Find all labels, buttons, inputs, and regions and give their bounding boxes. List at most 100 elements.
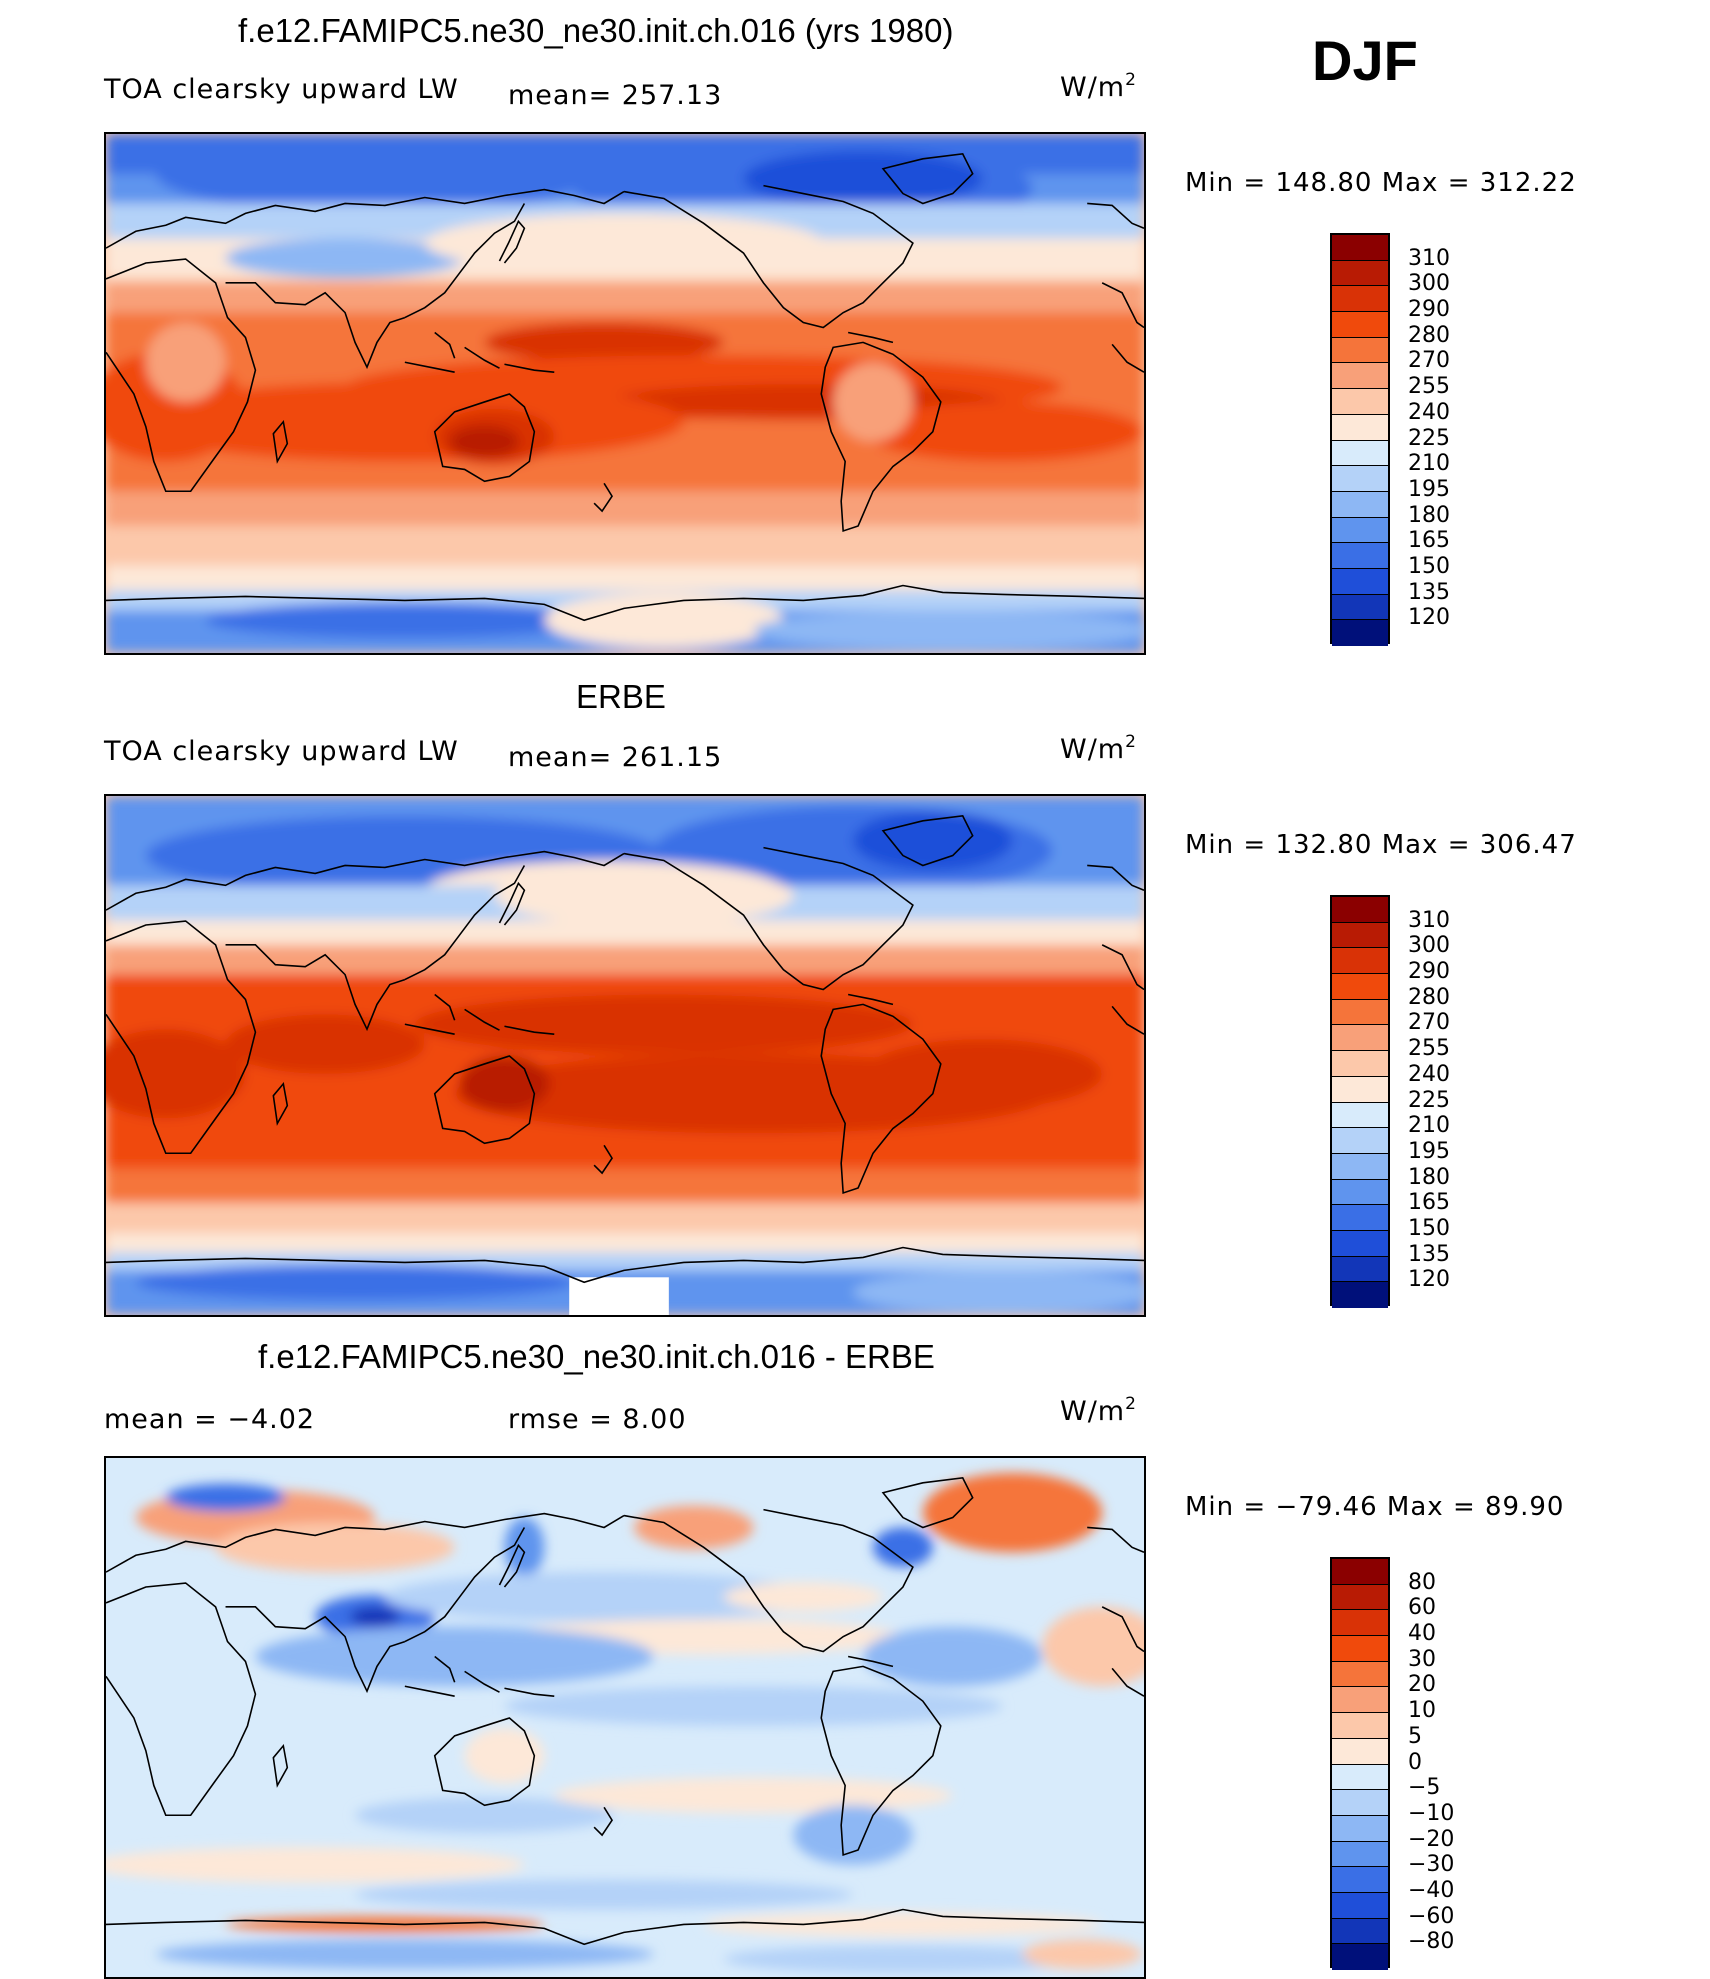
colorbar-swatch	[1332, 1867, 1388, 1893]
colorbar-swatch	[1332, 312, 1388, 338]
colorbar-tick-label: 120	[1408, 605, 1450, 631]
colorbar-swatch	[1332, 594, 1388, 621]
colorbar-tick-label: 20	[1408, 1672, 1436, 1698]
colorbar-swatch	[1332, 620, 1388, 646]
colorbar-swatch	[1332, 1815, 1388, 1842]
colorbar-swatch	[1332, 286, 1388, 313]
panel1-contour-field	[106, 134, 1144, 653]
colorbar-swatch	[1332, 466, 1388, 492]
colorbar-swatch	[1332, 1918, 1388, 1945]
colorbar-tick-label: 120	[1408, 1267, 1450, 1293]
colorbar-swatch	[1332, 389, 1388, 415]
colorbar-swatch	[1332, 1610, 1388, 1637]
panel1-mean: mean= 257.13	[508, 80, 723, 111]
colorbar-tick-label: 225	[1408, 425, 1450, 451]
panel3-map	[104, 1456, 1146, 1979]
colorbar-swatch	[1332, 414, 1388, 441]
colorbar-tick-label: 240	[1408, 1061, 1450, 1087]
colorbar-swatch	[1332, 1713, 1388, 1739]
colorbar-tick-label: −10	[1408, 1800, 1455, 1826]
colorbar-tick-label: 195	[1408, 1138, 1450, 1164]
colorbar-swatch	[1332, 1687, 1388, 1714]
colorbar-swatch	[1332, 974, 1388, 1000]
panel2-variable-label: TOA clearsky upward LW	[104, 736, 459, 767]
colorbar-tick-label: 165	[1408, 1190, 1450, 1216]
colorbar-swatch	[1332, 543, 1388, 569]
colorbar-tick-label: 180	[1408, 502, 1450, 528]
colorbar-swatch	[1332, 922, 1388, 949]
panel3-title: f.e12.FAMIPC5.ne30_ne30.init.ch.016 - ER…	[258, 1338, 935, 1375]
colorbar-swatch	[1332, 517, 1388, 544]
colorbar-swatch	[1332, 1944, 1388, 1970]
colorbar-swatch	[1332, 235, 1388, 261]
colorbar-tick-label: 310	[1408, 907, 1450, 933]
panel3-colorbar	[1330, 1557, 1390, 1970]
colorbar-swatch	[1332, 260, 1388, 287]
colorbar-tick-label: 210	[1408, 451, 1450, 477]
colorbar-swatch	[1332, 1584, 1388, 1611]
colorbar-tick-label: 270	[1408, 1010, 1450, 1036]
colorbar-tick-label: 255	[1408, 374, 1450, 400]
colorbar-swatch	[1332, 363, 1388, 390]
panel1-title: f.e12.FAMIPC5.ne30_ne30.init.ch.016 (yrs…	[238, 12, 954, 49]
colorbar-swatch	[1332, 1841, 1388, 1868]
colorbar-tick-label: −20	[1408, 1826, 1455, 1852]
panel1-map	[104, 132, 1146, 655]
colorbar-tick-label: 60	[1408, 1595, 1436, 1621]
season-label: DJF	[1312, 29, 1418, 92]
colorbar-swatch	[1332, 1076, 1388, 1103]
colorbar-swatch	[1332, 1153, 1388, 1180]
panel1-colorbar	[1330, 233, 1390, 646]
colorbar-tick-label: −80	[1408, 1929, 1455, 1955]
panel1-variable-label: TOA clearsky upward LW	[104, 74, 459, 105]
colorbar-tick-label: 280	[1408, 984, 1450, 1010]
colorbar-tick-label: 270	[1408, 348, 1450, 374]
panel3-minmax: Min = −79.46 Max = 89.90	[1185, 1492, 1565, 1522]
colorbar-tick-label: 135	[1408, 579, 1450, 605]
colorbar-swatch	[1332, 1025, 1388, 1052]
colorbar-tick-label: 195	[1408, 476, 1450, 502]
panel2-mean: mean= 261.15	[508, 742, 723, 773]
colorbar-swatch	[1332, 1282, 1388, 1308]
colorbar-swatch	[1332, 337, 1388, 364]
colorbar-swatch	[1332, 1764, 1388, 1791]
panel3-units: W/m2	[1060, 1394, 1137, 1427]
colorbar-tick-label: 240	[1408, 399, 1450, 425]
colorbar-tick-label: 40	[1408, 1621, 1436, 1647]
colorbar-swatch	[1332, 999, 1388, 1026]
colorbar-tick-label: 30	[1408, 1646, 1436, 1672]
panel1-units: W/m2	[1060, 70, 1137, 103]
colorbar-tick-label: 310	[1408, 245, 1450, 271]
colorbar-tick-label: 225	[1408, 1087, 1450, 1113]
colorbar-swatch	[1332, 1559, 1388, 1585]
panel2-colorbar	[1330, 895, 1390, 1308]
colorbar-swatch	[1332, 1205, 1388, 1231]
panel1-minmax: Min = 148.80 Max = 312.22	[1185, 168, 1577, 198]
colorbar-swatch	[1332, 1051, 1388, 1077]
colorbar-swatch	[1332, 1636, 1388, 1662]
colorbar-tick-label: 165	[1408, 528, 1450, 554]
colorbar-swatch	[1332, 1790, 1388, 1816]
colorbar-tick-label: 0	[1408, 1749, 1422, 1775]
colorbar-swatch	[1332, 1102, 1388, 1129]
colorbar-tick-label: 10	[1408, 1698, 1436, 1724]
panel2-title: ERBE	[576, 678, 666, 715]
colorbar-tick-label: 300	[1408, 933, 1450, 959]
colorbar-swatch	[1332, 1738, 1388, 1765]
colorbar-tick-label: 135	[1408, 1241, 1450, 1267]
colorbar-swatch	[1332, 1661, 1388, 1688]
colorbar-swatch	[1332, 491, 1388, 518]
colorbar-tick-label: 80	[1408, 1569, 1436, 1595]
colorbar-tick-label: 150	[1408, 1215, 1450, 1241]
colorbar-swatch	[1332, 1179, 1388, 1206]
panel3-mean: mean = −4.02	[104, 1404, 316, 1435]
colorbar-swatch	[1332, 440, 1388, 467]
colorbar-tick-label: −40	[1408, 1877, 1455, 1903]
colorbar-swatch	[1332, 897, 1388, 923]
panel2-minmax: Min = 132.80 Max = 306.47	[1185, 830, 1577, 860]
colorbar-tick-label: 150	[1408, 553, 1450, 579]
panel3-rmse: rmse = 8.00	[508, 1404, 687, 1435]
panel3-contour-field	[106, 1458, 1144, 1977]
colorbar-tick-label: −30	[1408, 1852, 1455, 1878]
colorbar-tick-label: 300	[1408, 271, 1450, 297]
